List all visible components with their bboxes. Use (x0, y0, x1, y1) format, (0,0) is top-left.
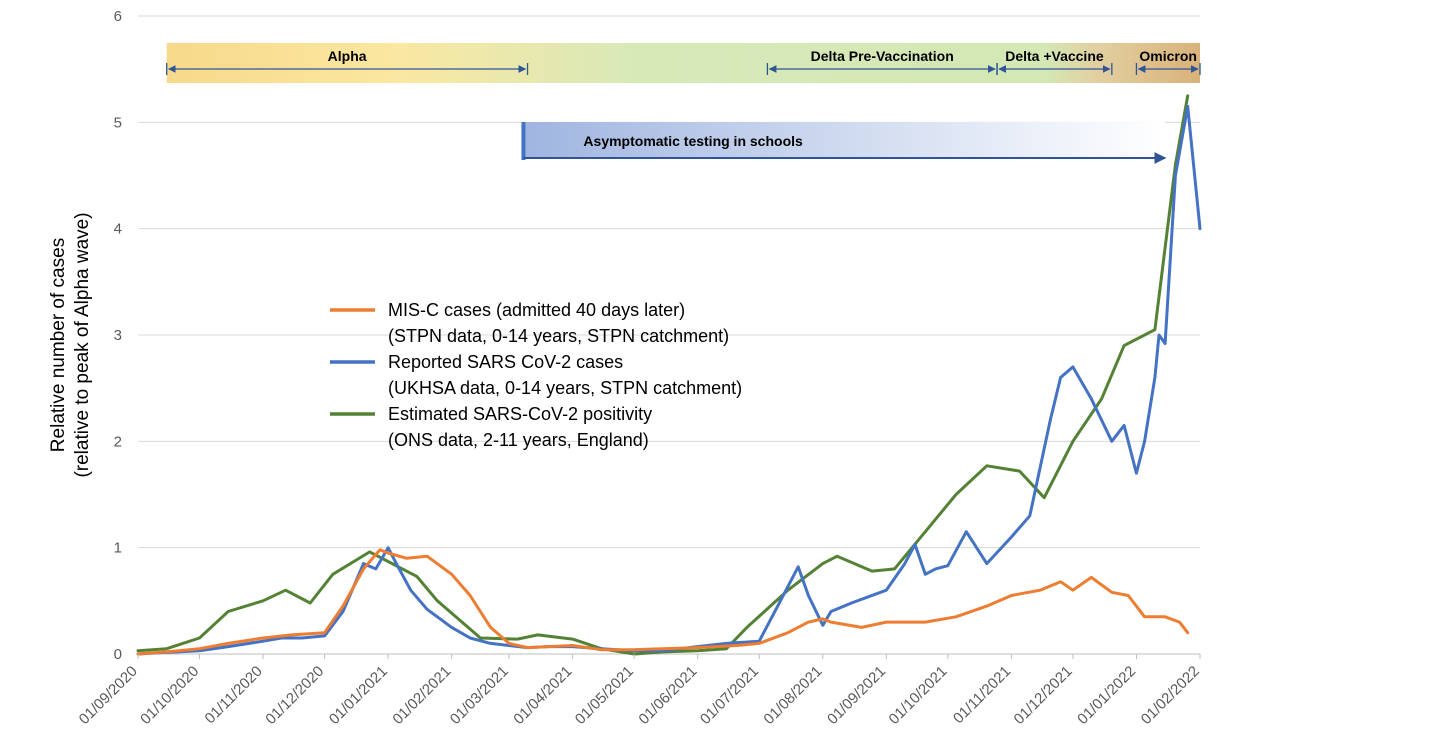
y-tick-label: 0 (114, 646, 122, 663)
y-tick-label: 1 (114, 540, 122, 557)
x-tick-label: 01/09/2021 (824, 663, 889, 728)
x-tick-label: 01/01/2021 (326, 663, 391, 728)
phase-label: Alpha (328, 48, 367, 64)
y-axis-ticks: 0 1 2 3 4 5 6 (114, 8, 122, 663)
series-line-0 (136, 94, 1190, 656)
x-tick-label: 01/05/2021 (572, 663, 637, 728)
phase-label: Delta +Vaccine (1005, 48, 1104, 64)
series-line-1 (136, 104, 1202, 656)
y-tick-label: 4 (114, 221, 122, 238)
legend-entry-label: Reported SARS CoV-2 cases (388, 352, 623, 372)
x-tick-label: 01/03/2021 (447, 663, 512, 728)
x-tick-label: 01/08/2021 (760, 663, 825, 728)
legend-entry-sublabel: (UKHSA data, 0-14 years, STPN catchment) (388, 378, 742, 398)
legend-entry-sublabel: (ONS data, 2-11 years, England) (388, 430, 649, 450)
phase-label: Omicron (1139, 48, 1197, 64)
x-tick-label: 01/02/2021 (389, 663, 454, 728)
x-tick-label: 01/06/2021 (635, 663, 700, 728)
x-tick-label: 01/01/2022 (1074, 663, 1139, 728)
annotation-background (523, 122, 1166, 159)
y-tick-label: 5 (114, 114, 122, 131)
x-tick-label: 01/02/2022 (1138, 663, 1203, 728)
y-axis-label-group: Relative number of cases (relative to pea… (48, 212, 93, 477)
phase-label: Delta Pre-Vaccination (811, 48, 954, 64)
phase-band-background (166, 43, 1201, 83)
y-axis-label: Relative number of cases (relative to pea… (48, 212, 93, 477)
x-tick-label: 01/04/2021 (510, 663, 575, 728)
series-lines (136, 94, 1202, 656)
x-tick-label: 01/12/2021 (1011, 663, 1076, 728)
y-axis-label-line: Relative number of cases (48, 238, 69, 452)
legend-entry-sublabel: (STPN data, 0-14 years, STPN catchment) (388, 326, 729, 346)
x-tick-label: 01/07/2021 (697, 663, 762, 728)
y-tick-label: 3 (114, 327, 122, 344)
x-tick-label: 01/11/2020 (202, 663, 266, 727)
legend-entry-label: Estimated SARS-CoV-2 positivity (388, 404, 652, 424)
y-tick-label: 6 (114, 8, 122, 25)
series-line-2 (136, 548, 1190, 656)
testing-annotation: Asymptomatic testing in schools (521, 122, 1167, 164)
y-axis-label-line: (relative to peak of Alpha wave) (72, 212, 93, 477)
x-tick-label: 01/12/2020 (262, 663, 327, 728)
x-tick-label: 01/11/2021 (950, 663, 1014, 727)
phase-band: Alpha Delta Pre-Vaccination Delta +Vaccine… (166, 43, 1201, 83)
x-tick-label: 01/09/2020 (76, 663, 141, 728)
legend-entry-label: MIS-C cases (admitted 40 days later) (388, 300, 685, 320)
y-tick-label: 2 (114, 433, 122, 450)
annotation-label: Asymptomatic testing in schools (583, 133, 803, 149)
x-tick-label: 01/10/2021 (886, 663, 951, 728)
legend: MIS-C cases (admitted 40 days later) (STP… (330, 300, 742, 450)
x-tick-label: 01/10/2020 (137, 663, 202, 728)
